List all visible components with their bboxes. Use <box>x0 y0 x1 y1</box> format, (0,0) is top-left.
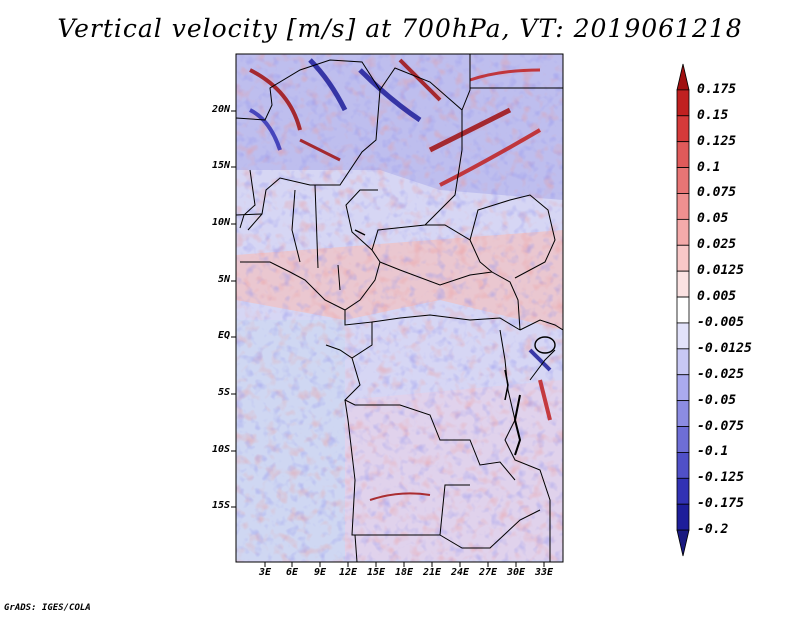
colorbar-level-label: 0.005 <box>697 289 737 305</box>
colorbar-segment <box>676 477 690 505</box>
colorbar-segment <box>676 426 690 453</box>
colorbar-segment <box>676 503 690 531</box>
lon-label-6e: 6E <box>285 567 299 578</box>
lat-label-5s: 5S <box>217 387 230 398</box>
colorbar-segment <box>676 322 690 350</box>
colorbar-level-label: -0.2 <box>697 522 729 538</box>
colorbar-segment <box>676 63 690 91</box>
lon-label-27e: 27E <box>478 567 498 578</box>
lon-label-30e: 30E <box>506 567 526 578</box>
colorbar-level-label: 0.075 <box>697 185 737 201</box>
colorbar-level-label: 0.15 <box>697 107 729 123</box>
colorbar-segment <box>676 296 690 324</box>
lon-label-3e: 3E <box>258 567 272 578</box>
colorbar-segment <box>676 348 690 376</box>
colorbar-level-label: -0.05 <box>697 392 737 408</box>
lat-label-15s: 15S <box>211 500 230 511</box>
lat-label-10s: 10S <box>211 444 230 455</box>
colorbar-level-label: 0.1 <box>697 159 721 175</box>
colorbar-segment <box>676 374 690 402</box>
colorbar-level-label: -0.025 <box>697 366 744 382</box>
lakes <box>354 229 556 456</box>
lat-label-10n: 10N <box>211 217 230 228</box>
footer-credit: GrADS: IGES/COLA <box>4 603 91 613</box>
colorbar-segment <box>676 141 690 168</box>
colorbar-segment <box>676 193 690 220</box>
lon-label-21e: 21E <box>422 567 442 578</box>
lon-label-9e: 9E <box>313 567 327 578</box>
colorbar <box>676 63 690 557</box>
lon-label-12e: 12E <box>338 567 358 578</box>
colorbar-level-label: 0.125 <box>697 133 737 149</box>
colorbar-level-label: -0.005 <box>697 314 744 330</box>
colorbar-segment <box>676 244 690 272</box>
lon-label-18e: 18E <box>394 567 414 578</box>
colorbar-segment <box>676 115 690 143</box>
colorbar-level-label: 0.175 <box>697 81 737 97</box>
country-borders <box>236 54 563 562</box>
colorbar-level-label: -0.0125 <box>697 340 752 356</box>
lat-label-20n: 20N <box>211 104 230 115</box>
colorbar-level-label: -0.175 <box>697 496 744 512</box>
figure-title: Vertical velocity [m/s] at 700hPa, VT: 2… <box>57 14 743 43</box>
colorbar-segment <box>676 452 690 479</box>
map-frame <box>235 53 564 563</box>
colorbar-level-label: 0.025 <box>697 237 737 253</box>
colorbar-segment <box>676 167 690 194</box>
colorbar-level-label: -0.1 <box>697 444 729 460</box>
lon-label-15e: 15E <box>366 567 386 578</box>
colorbar-segment <box>676 400 690 427</box>
map-field <box>236 54 563 562</box>
lon-label-33e: 33E <box>534 567 554 578</box>
colorbar-segment <box>676 529 690 557</box>
lat-label-eq: EQ <box>217 330 230 341</box>
colorbar-level-label: 0.0125 <box>697 263 744 279</box>
lat-label-15n: 15N <box>211 160 230 171</box>
colorbar-level-label: 0.05 <box>697 211 729 227</box>
colorbar-segment <box>676 218 690 246</box>
colorbar-level-label: -0.075 <box>697 418 744 434</box>
lat-label-5n: 5N <box>217 274 230 285</box>
colorbar-segment <box>676 89 690 117</box>
lon-label-24e: 24E <box>450 567 470 578</box>
colorbar-level-label: -0.125 <box>697 470 744 486</box>
colorbar-segment <box>676 270 690 298</box>
axis-ticks <box>231 110 545 567</box>
